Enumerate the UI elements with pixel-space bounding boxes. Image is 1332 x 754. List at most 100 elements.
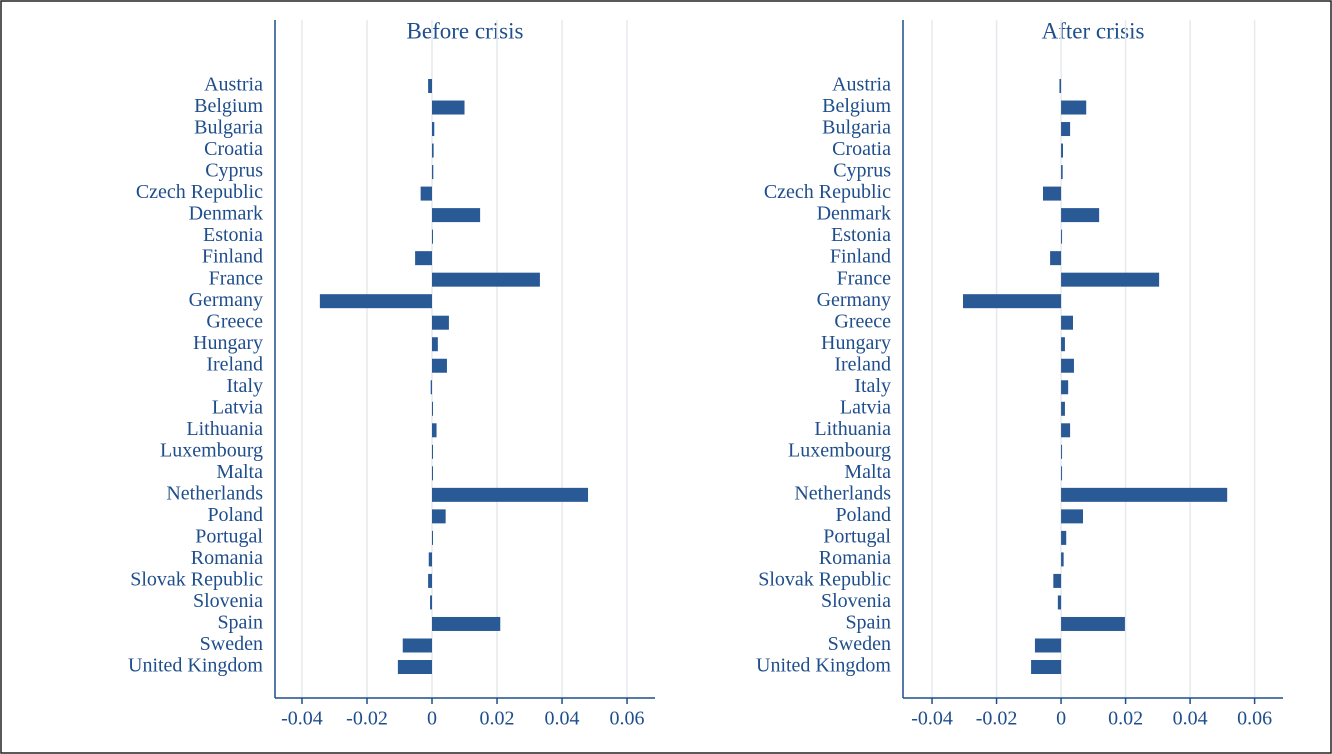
y-tick-label: Denmark	[817, 203, 891, 225]
y-tick-label: Slovak Republic	[130, 569, 263, 591]
bar	[432, 423, 437, 438]
bar	[428, 573, 433, 588]
y-tick-label: Czech Republic	[764, 181, 891, 203]
x-tick-label: -0.04	[911, 708, 953, 730]
bar	[1053, 573, 1062, 588]
x-tick-label: 0.06	[610, 708, 645, 730]
y-tick-label: Greece	[834, 310, 891, 332]
bar	[1050, 251, 1062, 266]
x-tick-label: 0.04	[545, 708, 580, 730]
y-tick-label: Austria	[832, 74, 891, 96]
bar	[1061, 530, 1067, 545]
bar	[1061, 466, 1063, 481]
y-tick-label: Finland	[202, 246, 263, 268]
y-tick-label: Bulgaria	[194, 117, 263, 139]
y-tick-label: France	[209, 267, 264, 289]
y-tick-label: Italy	[226, 375, 263, 397]
y-tick-label: Belgium	[822, 95, 891, 117]
y-tick-label: Lithuania	[186, 418, 263, 440]
bar	[432, 487, 589, 502]
y-tick-label: Luxembourg	[788, 439, 891, 461]
bar	[1061, 616, 1125, 631]
y-tick-label: Hungary	[193, 332, 263, 354]
bar	[432, 272, 540, 287]
bar	[432, 530, 434, 545]
y-tick-label: Latvia	[212, 396, 263, 418]
y-tick-label: Malta	[844, 461, 891, 483]
y-tick-label: Poland	[835, 504, 891, 526]
y-tick-label: Croatia	[204, 138, 263, 160]
y-tick-label: Portugal	[823, 525, 891, 547]
bar	[432, 229, 434, 244]
y-tick-label: Germany	[817, 289, 891, 311]
bar	[1061, 272, 1160, 287]
y-tick-label: Sweden	[200, 633, 263, 655]
y-tick-label: Poland	[207, 504, 263, 526]
bar	[1061, 208, 1100, 223]
x-tick-label: -0.02	[976, 708, 1018, 730]
y-tick-label: Czech Republic	[136, 181, 263, 203]
y-tick-label: Germany	[189, 289, 263, 311]
x-tick-label: -0.04	[281, 708, 323, 730]
y-tick-label: Spain	[845, 612, 891, 634]
x-tick-label: 0.06	[1237, 708, 1272, 730]
y-tick-label: Cyprus	[205, 160, 263, 182]
bar	[432, 401, 434, 416]
y-tick-label: United Kingdom	[128, 655, 263, 677]
y-tick-label: Estonia	[203, 224, 263, 246]
bar	[1061, 552, 1064, 567]
y-tick-label: Slovenia	[193, 590, 263, 612]
y-tick-label: France	[837, 267, 892, 289]
bar	[1061, 509, 1083, 524]
y-tick-label: Cyprus	[833, 160, 891, 182]
bar	[430, 380, 433, 395]
y-tick-label: Lithuania	[814, 418, 891, 440]
y-tick-label: Finland	[830, 246, 891, 268]
bar	[1061, 337, 1065, 352]
y-tick-label: Italy	[854, 375, 891, 397]
y-tick-label: Latvia	[840, 396, 891, 418]
x-tick-label: 0	[427, 708, 437, 730]
bar	[432, 315, 449, 330]
y-tick-label: Romania	[819, 547, 891, 569]
y-tick-label: Spain	[217, 612, 263, 634]
bar	[1061, 401, 1065, 416]
y-tick-label: Austria	[204, 74, 263, 96]
bar	[1034, 638, 1062, 653]
x-tick-label: 0	[1056, 708, 1066, 730]
y-tick-label: Romania	[191, 547, 263, 569]
bar	[432, 208, 481, 223]
y-tick-label: Netherlands	[166, 482, 263, 504]
y-tick-label: Slovak Republic	[758, 569, 891, 591]
y-tick-label: Netherlands	[794, 482, 891, 504]
bar	[1061, 143, 1063, 158]
bar	[1043, 186, 1062, 201]
bar	[432, 165, 434, 180]
bar	[1061, 487, 1228, 502]
y-tick-label: Portugal	[195, 525, 263, 547]
y-tick-label: Denmark	[189, 203, 263, 225]
bar	[428, 79, 433, 93]
bar	[1061, 122, 1071, 137]
bar	[1059, 79, 1062, 93]
y-tick-label: Croatia	[832, 138, 891, 160]
y-tick-label: Ireland	[206, 353, 263, 375]
y-tick-label: United Kingdom	[756, 655, 891, 677]
bar	[432, 444, 434, 459]
bar	[432, 100, 465, 115]
bar	[432, 616, 501, 631]
y-tick-label: Hungary	[821, 332, 891, 354]
bar	[432, 122, 435, 137]
bar	[1031, 660, 1062, 674]
x-tick-label: -0.02	[346, 708, 388, 730]
bar	[1061, 423, 1071, 438]
bar	[1061, 444, 1063, 459]
bar	[1061, 380, 1069, 395]
bar	[1061, 229, 1063, 244]
x-tick-label: 0.02	[1108, 708, 1143, 730]
bar	[432, 509, 446, 524]
y-tick-label: Malta	[216, 461, 263, 483]
y-tick-label: Luxembourg	[160, 439, 263, 461]
bar	[432, 466, 434, 481]
